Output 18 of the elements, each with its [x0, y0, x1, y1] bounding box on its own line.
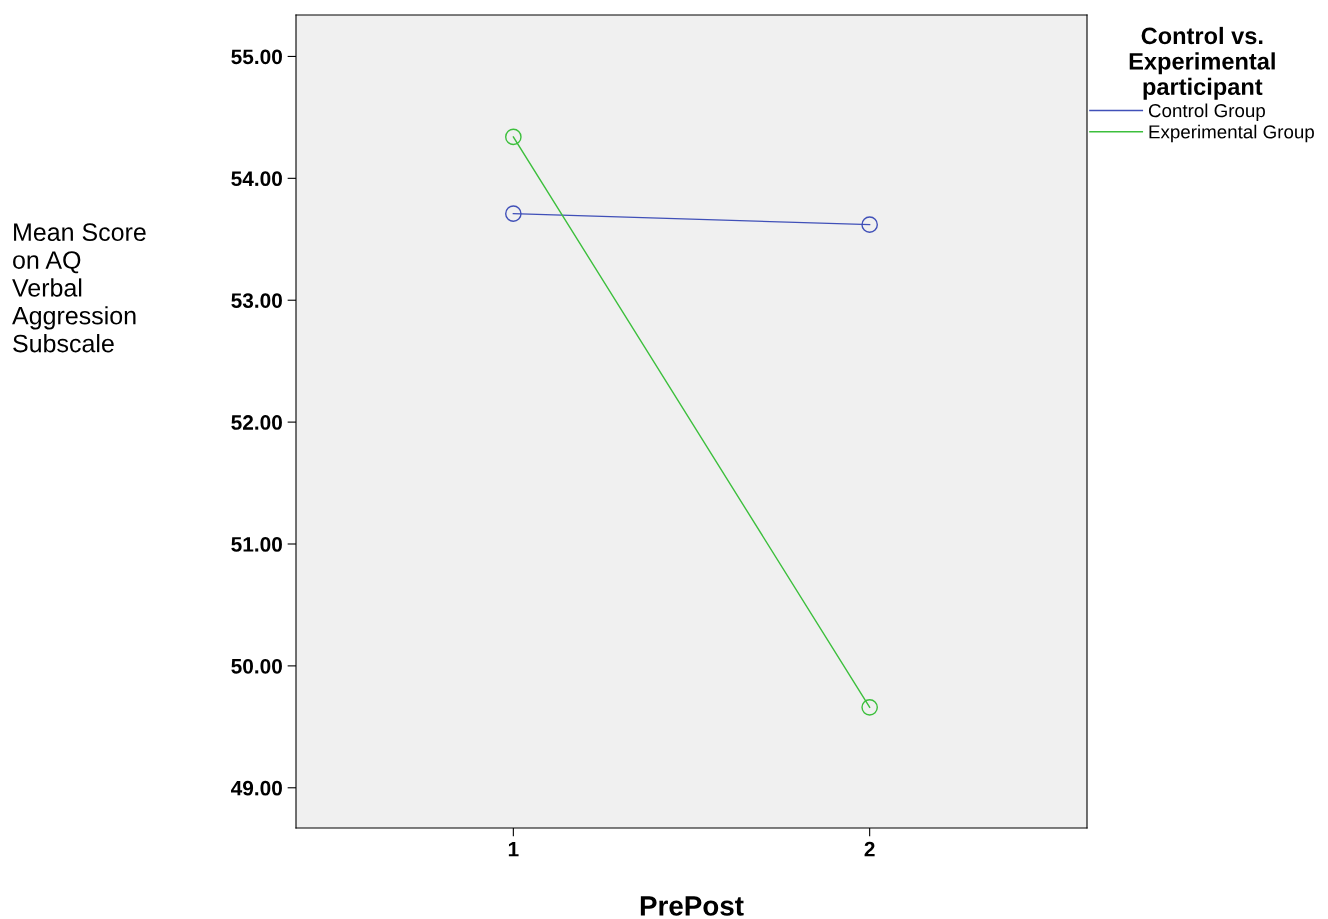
y-tick-label: 52.00 — [231, 415, 282, 430]
y-tick-label: 55.00 — [231, 49, 282, 65]
x-tick-label: 1 — [508, 841, 519, 857]
legend-title: Control vs. Experimental participant — [1129, 26, 1275, 100]
legend-label: Experimental Group — [1149, 124, 1314, 143]
y-tick-label: 53.00 — [231, 293, 282, 308]
x-tick-label: 2 — [864, 841, 875, 857]
y-axis-title: Mean Score on AQ Verbal Aggression Subscale — [12, 223, 146, 353]
y-tick-label: 50.00 — [231, 658, 282, 674]
point — [861, 698, 878, 716]
y-tick-label: 54.00 — [231, 171, 282, 187]
point — [861, 216, 878, 233]
y-tick-label: 51.00 — [231, 537, 282, 552]
y-tick-label: 49.00 — [230, 780, 282, 796]
x-axis-title: PrePost — [640, 896, 744, 916]
point — [505, 205, 522, 223]
legend-label: Control Group — [1148, 103, 1265, 121]
point — [505, 128, 522, 146]
